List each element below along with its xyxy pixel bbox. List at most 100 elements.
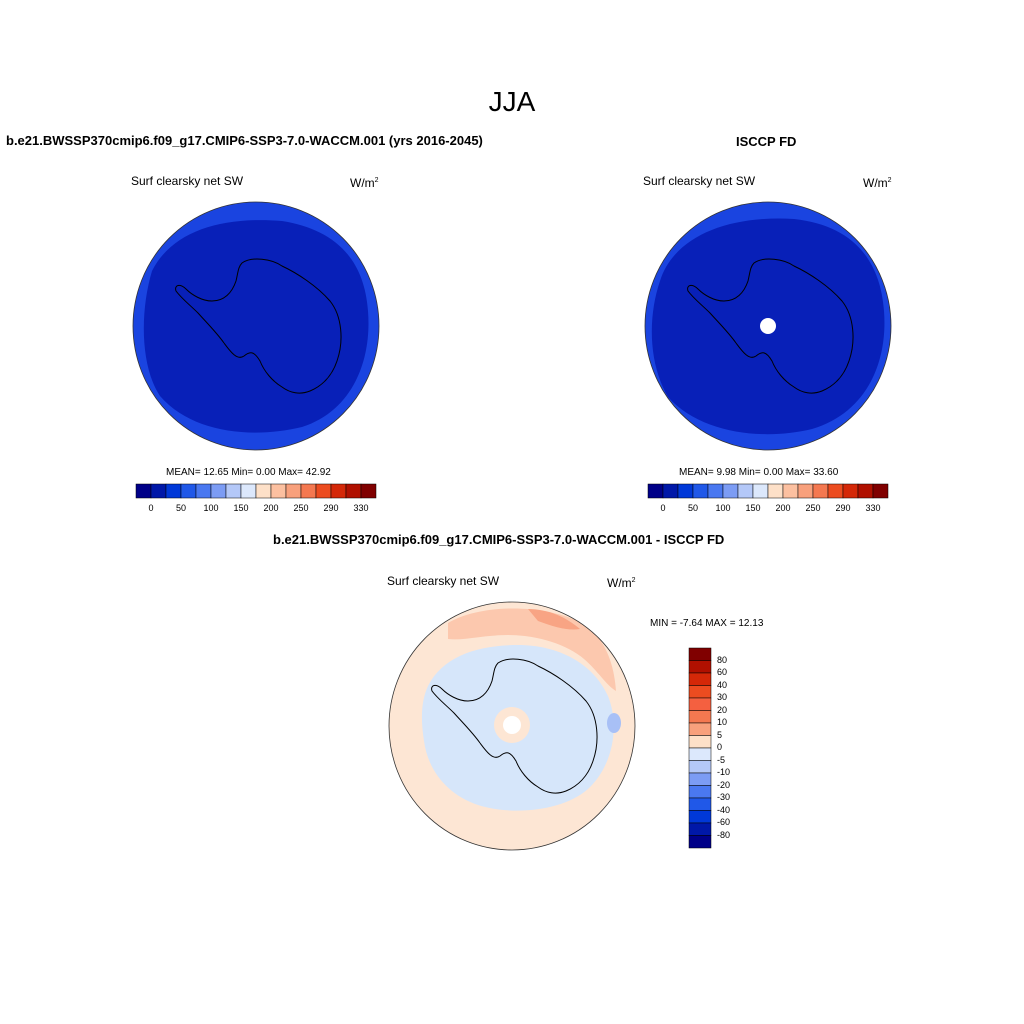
antarctica-coastline: [431, 658, 598, 794]
colorbar-swatch: [842, 483, 859, 499]
colorbar-tick-label: -40: [717, 804, 731, 815]
colorbar-swatch: [285, 483, 302, 499]
colorbar-swatch: [165, 483, 182, 499]
colorbar-tick-label: 330: [353, 503, 369, 513]
colorbar-swatch: [688, 647, 712, 661]
colorbar-swatch: [330, 483, 347, 499]
colorbar-swatch: [225, 483, 242, 499]
obs-panel-title: ISCCP FD: [736, 134, 797, 149]
colorbar-tick-label: 290: [835, 503, 851, 513]
colorbar-tick-label: 150: [233, 503, 249, 513]
obs-colorbar: [647, 483, 889, 499]
colorbar-swatch: [688, 685, 712, 699]
colorbar-swatch: [688, 797, 712, 811]
colorbar-swatch: [688, 772, 712, 786]
page-title: JJA: [488, 86, 536, 117]
map-boundary: [388, 601, 636, 851]
map-inner-field: [143, 220, 369, 433]
colorbar-tick-label: 0: [660, 503, 666, 513]
colorbar-tick-label: 50: [175, 503, 187, 513]
diff-panel-unit: W/m2: [607, 576, 636, 590]
colorbar-swatch: [300, 483, 317, 499]
colorbar-swatch: [767, 483, 784, 499]
colorbar-swatch: [688, 760, 712, 774]
colorbar-swatch: [707, 483, 724, 499]
colorbar-swatch: [722, 483, 739, 499]
colorbar-swatch: [872, 483, 889, 499]
colorbar-swatch: [240, 483, 257, 499]
model-panel-unit: W/m2: [350, 176, 379, 190]
colorbar-tick-label: -80: [717, 829, 731, 840]
colorbar-tick-label: 60: [717, 667, 728, 677]
colorbar-swatch: [688, 697, 712, 711]
colorbar-swatch: [688, 660, 712, 674]
colorbar-tick-label: -20: [717, 779, 731, 790]
model-polar-map: [132, 201, 380, 451]
colorbar-tick-label: 200: [263, 503, 279, 513]
colorbar-tick-label: -5: [717, 754, 726, 765]
colorbar-swatch: [360, 483, 377, 499]
colorbar-tick-label: 330: [865, 503, 881, 513]
colorbar-swatch: [150, 483, 167, 499]
colorbar-swatch: [692, 483, 709, 499]
model-colorbar: [135, 483, 377, 499]
colorbar-tick-label: -60: [717, 817, 731, 827]
obs-polar-map: [644, 201, 892, 451]
diff-panel-subtitle: Surf clearsky net SW: [387, 574, 500, 588]
colorbar-tick-label: 50: [687, 503, 699, 513]
colorbar-swatch: [688, 722, 712, 736]
colorbar-swatch: [210, 483, 227, 499]
map-missing-data-pole: [760, 318, 776, 334]
colorbar-tick-label: 80: [717, 654, 728, 665]
colorbar-swatch: [857, 483, 874, 499]
diff-panel-stats: MIN = -7.64 MAX = 12.13: [650, 618, 764, 629]
colorbar-swatch: [662, 483, 679, 499]
colorbar-swatch: [270, 483, 287, 499]
colorbar-tick-label: 40: [717, 679, 728, 690]
colorbar-swatch: [688, 672, 712, 686]
colorbar-swatch: [688, 785, 712, 799]
colorbar-tick-label: 200: [775, 503, 791, 513]
diff-panel-title: b.e21.BWSSP370cmip6.f09_g17.CMIP6-SSP3-7…: [273, 532, 725, 547]
antarctica-coastline: [687, 258, 854, 394]
colorbar-swatch: [827, 483, 844, 499]
colorbar-swatch: [688, 747, 712, 761]
obs-panel-subtitle: Surf clearsky net SW: [643, 174, 756, 188]
colorbar-swatch: [135, 483, 152, 499]
model-panel-stats: MEAN= 12.65 Min= 0.00 Max= 42.92: [166, 467, 331, 478]
colorbar-swatch: [688, 810, 712, 824]
colorbar-tick-label: 150: [745, 503, 761, 513]
colorbar-tick-label: 10: [717, 717, 728, 727]
colorbar-tick-label: 100: [715, 503, 731, 513]
colorbar-swatch: [782, 483, 799, 499]
diff-polar-map: [388, 601, 636, 851]
map-boundary: [132, 201, 380, 451]
diff-colorbar: [688, 647, 712, 849]
colorbar-swatch: [688, 822, 712, 836]
colorbar-swatch: [345, 483, 362, 499]
colorbar-swatch: [688, 735, 712, 749]
colorbar-swatch: [688, 835, 712, 849]
colorbar-tick-label: -30: [717, 792, 731, 802]
colorbar-tick-label: 250: [293, 503, 309, 513]
colorbar-tick-label: 100: [203, 503, 219, 513]
colorbar-swatch: [677, 483, 694, 499]
colorbar-swatch: [737, 483, 754, 499]
colorbar-tick-label: 0: [148, 503, 154, 513]
colorbar-swatch: [315, 483, 332, 499]
colorbar-swatch: [752, 483, 769, 499]
model-panel-subtitle: Surf clearsky net SW: [131, 174, 244, 188]
colorbar-tick-label: -10: [717, 767, 731, 777]
colorbar-tick-label: 30: [717, 692, 728, 702]
colorbar-swatch: [195, 483, 212, 499]
antarctica-coastline: [175, 258, 342, 394]
colorbar-swatch: [180, 483, 197, 499]
map-boundary: [644, 201, 892, 451]
colorbar-tick-label: 20: [717, 704, 728, 715]
map-missing-data-pole: [503, 716, 521, 734]
colorbar-tick-label: 290: [323, 503, 339, 513]
colorbar-tick-label: 0: [717, 742, 723, 752]
colorbar-swatch: [797, 483, 814, 499]
obs-panel-unit: W/m2: [863, 176, 892, 190]
colorbar-tick-label: 250: [805, 503, 821, 513]
